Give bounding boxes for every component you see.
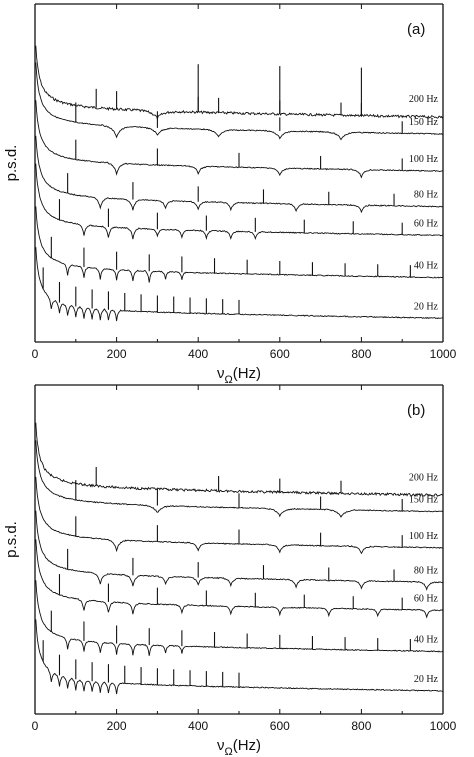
- x-axis-symbol: ν: [217, 365, 225, 382]
- x-tick-label: 200: [107, 719, 127, 733]
- x-axis-title: νΩ(Hz): [217, 365, 261, 386]
- x-tick-label: 1000: [430, 719, 457, 733]
- x-tick-label: 800: [351, 347, 371, 361]
- x-tick-label: 0: [32, 347, 39, 361]
- x-tick-label: 400: [188, 347, 208, 361]
- series-label: 100 Hz: [409, 531, 439, 542]
- x-axis-subscript: Ω: [224, 374, 232, 386]
- series-label: 200 Hz: [409, 472, 439, 483]
- x-tick-label: 1000: [430, 347, 457, 361]
- series-trace: [35, 510, 444, 591]
- y-axis-title: p.s.d.: [3, 521, 20, 558]
- panel-label: (b): [407, 402, 425, 419]
- series-label: 20 Hz: [414, 674, 439, 685]
- series-trace: [35, 539, 444, 619]
- series-trace: [35, 580, 444, 656]
- x-tick-label: 400: [188, 719, 208, 733]
- series-trace: [35, 422, 444, 498]
- x-tick-label: 0: [32, 719, 39, 733]
- series-trace: [35, 619, 444, 695]
- x-tick-label: 600: [270, 347, 290, 361]
- x-axis-symbol: ν: [217, 737, 225, 754]
- series-trace: [35, 135, 444, 214]
- series-label: 100 Hz: [409, 154, 439, 165]
- x-tick-label: 800: [351, 719, 371, 733]
- panel-a: 0 200 400 600 800 1000 νΩ(Hz) p.s.d. (a) 200 Hz 15…: [3, 3, 457, 386]
- series-label: 60 Hz: [414, 593, 439, 604]
- x-axis-unit: (Hz): [233, 737, 261, 754]
- series-trace: [35, 62, 444, 141]
- x-axis-unit: (Hz): [233, 365, 261, 382]
- series-label: 150 Hz: [409, 495, 439, 506]
- series-trace: [35, 206, 444, 283]
- x-axis-title: νΩ(Hz): [217, 737, 261, 757]
- series-label: 80 Hz: [414, 190, 439, 201]
- series-label: 40 Hz: [414, 635, 439, 646]
- series-label: 150 Hz: [409, 117, 439, 128]
- series-label: 80 Hz: [414, 565, 439, 576]
- series-label: 200 Hz: [409, 94, 439, 105]
- series-trace: [35, 45, 444, 121]
- series-label: 60 Hz: [414, 218, 439, 229]
- series-label: 40 Hz: [414, 261, 439, 272]
- panel-label: (a): [407, 21, 425, 38]
- x-tick-label: 600: [270, 719, 290, 733]
- series-trace: [35, 163, 444, 241]
- panel-b: 0 200 400 600 800 1000 νΩ(Hz) p.s.d. (b) 200 Hz 15…: [3, 384, 457, 757]
- y-axis-title: p.s.d.: [3, 145, 20, 182]
- x-axis-subscript: Ω: [224, 746, 232, 757]
- series-label: 20 Hz: [414, 301, 439, 312]
- x-tick-label: 200: [107, 347, 127, 361]
